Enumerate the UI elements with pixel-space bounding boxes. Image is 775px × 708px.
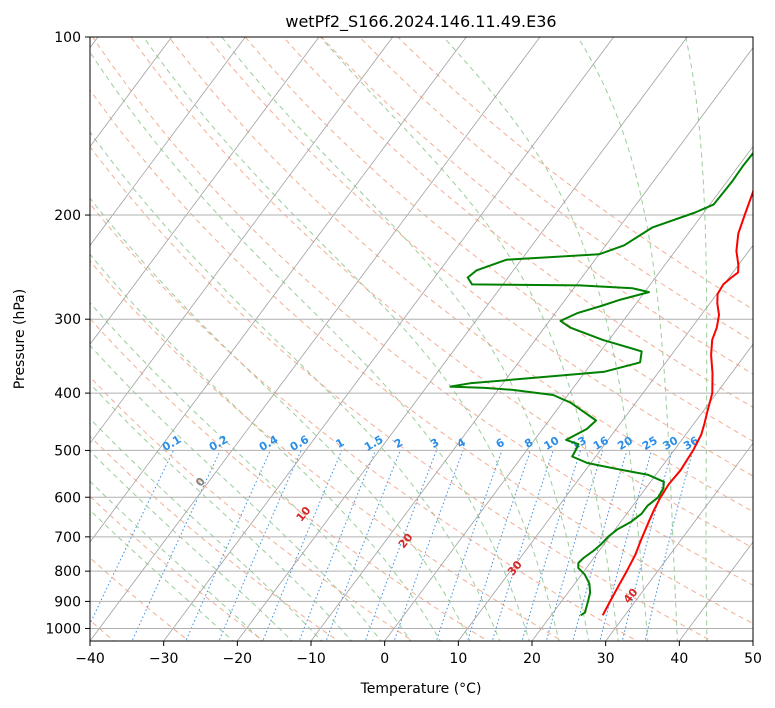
y-tick-label: 400 <box>54 386 81 402</box>
moist-adiabat-line <box>90 480 264 641</box>
moist-adiabat-line <box>90 450 293 641</box>
mixing-ratio-line <box>90 450 174 625</box>
moist-adiabat-line <box>320 37 619 641</box>
moist-adiabat-line <box>443 37 649 641</box>
isotherm-line <box>384 145 753 641</box>
dry-adiabat-lines <box>90 37 753 641</box>
mixing-ratio-line <box>545 450 604 641</box>
y-tick-label: 1000 <box>45 621 81 637</box>
mixing-ratio-line <box>644 450 694 641</box>
x-tick-label: 30 <box>597 651 615 667</box>
mixing-ratio-line <box>621 450 673 641</box>
pressure-gridlines <box>90 37 753 629</box>
dry-adiabat-line <box>282 37 753 408</box>
isotherm-line <box>531 343 753 641</box>
mixing-ratio-line <box>599 450 653 641</box>
mixing-ratio-line <box>393 450 464 641</box>
dry-adiabat-line <box>92 37 753 586</box>
dry-adiabat-line <box>90 435 340 641</box>
isotherm-line <box>90 37 173 148</box>
x-tick-label: 50 <box>744 651 762 667</box>
dry-adiabat-label: -20 <box>0 385 7 409</box>
mixing-ratio-line <box>491 450 554 641</box>
dry-adiabat-line <box>130 37 753 549</box>
y-tick-label: 100 <box>54 30 81 46</box>
y-tick-label: 200 <box>54 208 81 224</box>
y-axis-label: Pressure (hPa) <box>12 289 28 389</box>
dry-adiabat-line <box>90 317 489 641</box>
isotherm-line <box>605 442 753 641</box>
profile-line <box>449 151 753 617</box>
isotherm-line <box>90 37 394 444</box>
y-tick-label: 500 <box>54 443 81 459</box>
dry-adiabat-line <box>358 37 753 342</box>
mixing-ratio-line <box>298 450 376 641</box>
x-tick-label: −10 <box>296 651 326 667</box>
x-axis-label: Temperature (°C) <box>360 681 482 697</box>
isotherm-line <box>752 640 753 641</box>
dry-adiabat-line <box>90 495 265 641</box>
dry-adiabat-line <box>397 37 753 311</box>
plot-area: 0.10.20.40.611.52346810131620253036-100-… <box>0 37 753 641</box>
chart-title: wetPf2_S166.2024.146.11.49.E36 <box>285 12 556 32</box>
dry-adiabat-label: -10 <box>69 414 92 438</box>
y-tick-label: 900 <box>54 594 81 610</box>
isotherm-line <box>90 37 246 247</box>
isotherm-line <box>457 244 753 641</box>
isotherm-line <box>310 47 753 641</box>
x-tick-label: −40 <box>75 651 105 667</box>
mixing-ratio-line <box>572 450 628 641</box>
x-tick-label: 20 <box>523 651 541 667</box>
moist-adiabat-line <box>143 37 560 641</box>
x-tick-label: 10 <box>449 651 467 667</box>
mixing-ratio-line <box>435 450 503 641</box>
moist-adiabat-line <box>685 37 708 641</box>
dry-adiabat-line <box>90 260 564 641</box>
isotherm-line <box>90 37 541 641</box>
plot-background <box>90 37 753 641</box>
dry-adiabat-line <box>90 202 639 641</box>
y-axis-ticks: 1000 900 800 700 600 500 400 300 200 100 <box>45 30 90 637</box>
x-tick-label: 40 <box>670 651 688 667</box>
skewed-isotherms <box>90 37 753 641</box>
isotherm-line <box>163 37 615 641</box>
dry-adiabat-line <box>168 37 753 513</box>
y-tick-label: 300 <box>54 312 81 328</box>
mixing-ratio-line <box>325 450 401 641</box>
x-tick-label: −20 <box>223 651 253 667</box>
mixing-ratio-line <box>521 450 582 641</box>
plot-frame <box>89 36 754 642</box>
isotherm-line <box>236 37 688 641</box>
dry-adiabat-line <box>244 37 753 442</box>
isotherm-line <box>90 37 467 543</box>
y-tick-label: 600 <box>54 490 81 506</box>
y-tick-label: 800 <box>54 564 81 580</box>
x-axis-ticks: −40 −30 −20 −10 0 10 20 30 40 50 <box>75 641 762 667</box>
isotherm-line <box>90 37 320 346</box>
x-tick-label: 0 <box>380 651 389 667</box>
mixing-ratio-line <box>364 450 437 641</box>
x-tick-label: −30 <box>149 651 179 667</box>
y-tick-label: 700 <box>54 530 81 546</box>
dry-adiabat-line <box>206 37 753 477</box>
moist-adiabat-line <box>577 37 678 641</box>
